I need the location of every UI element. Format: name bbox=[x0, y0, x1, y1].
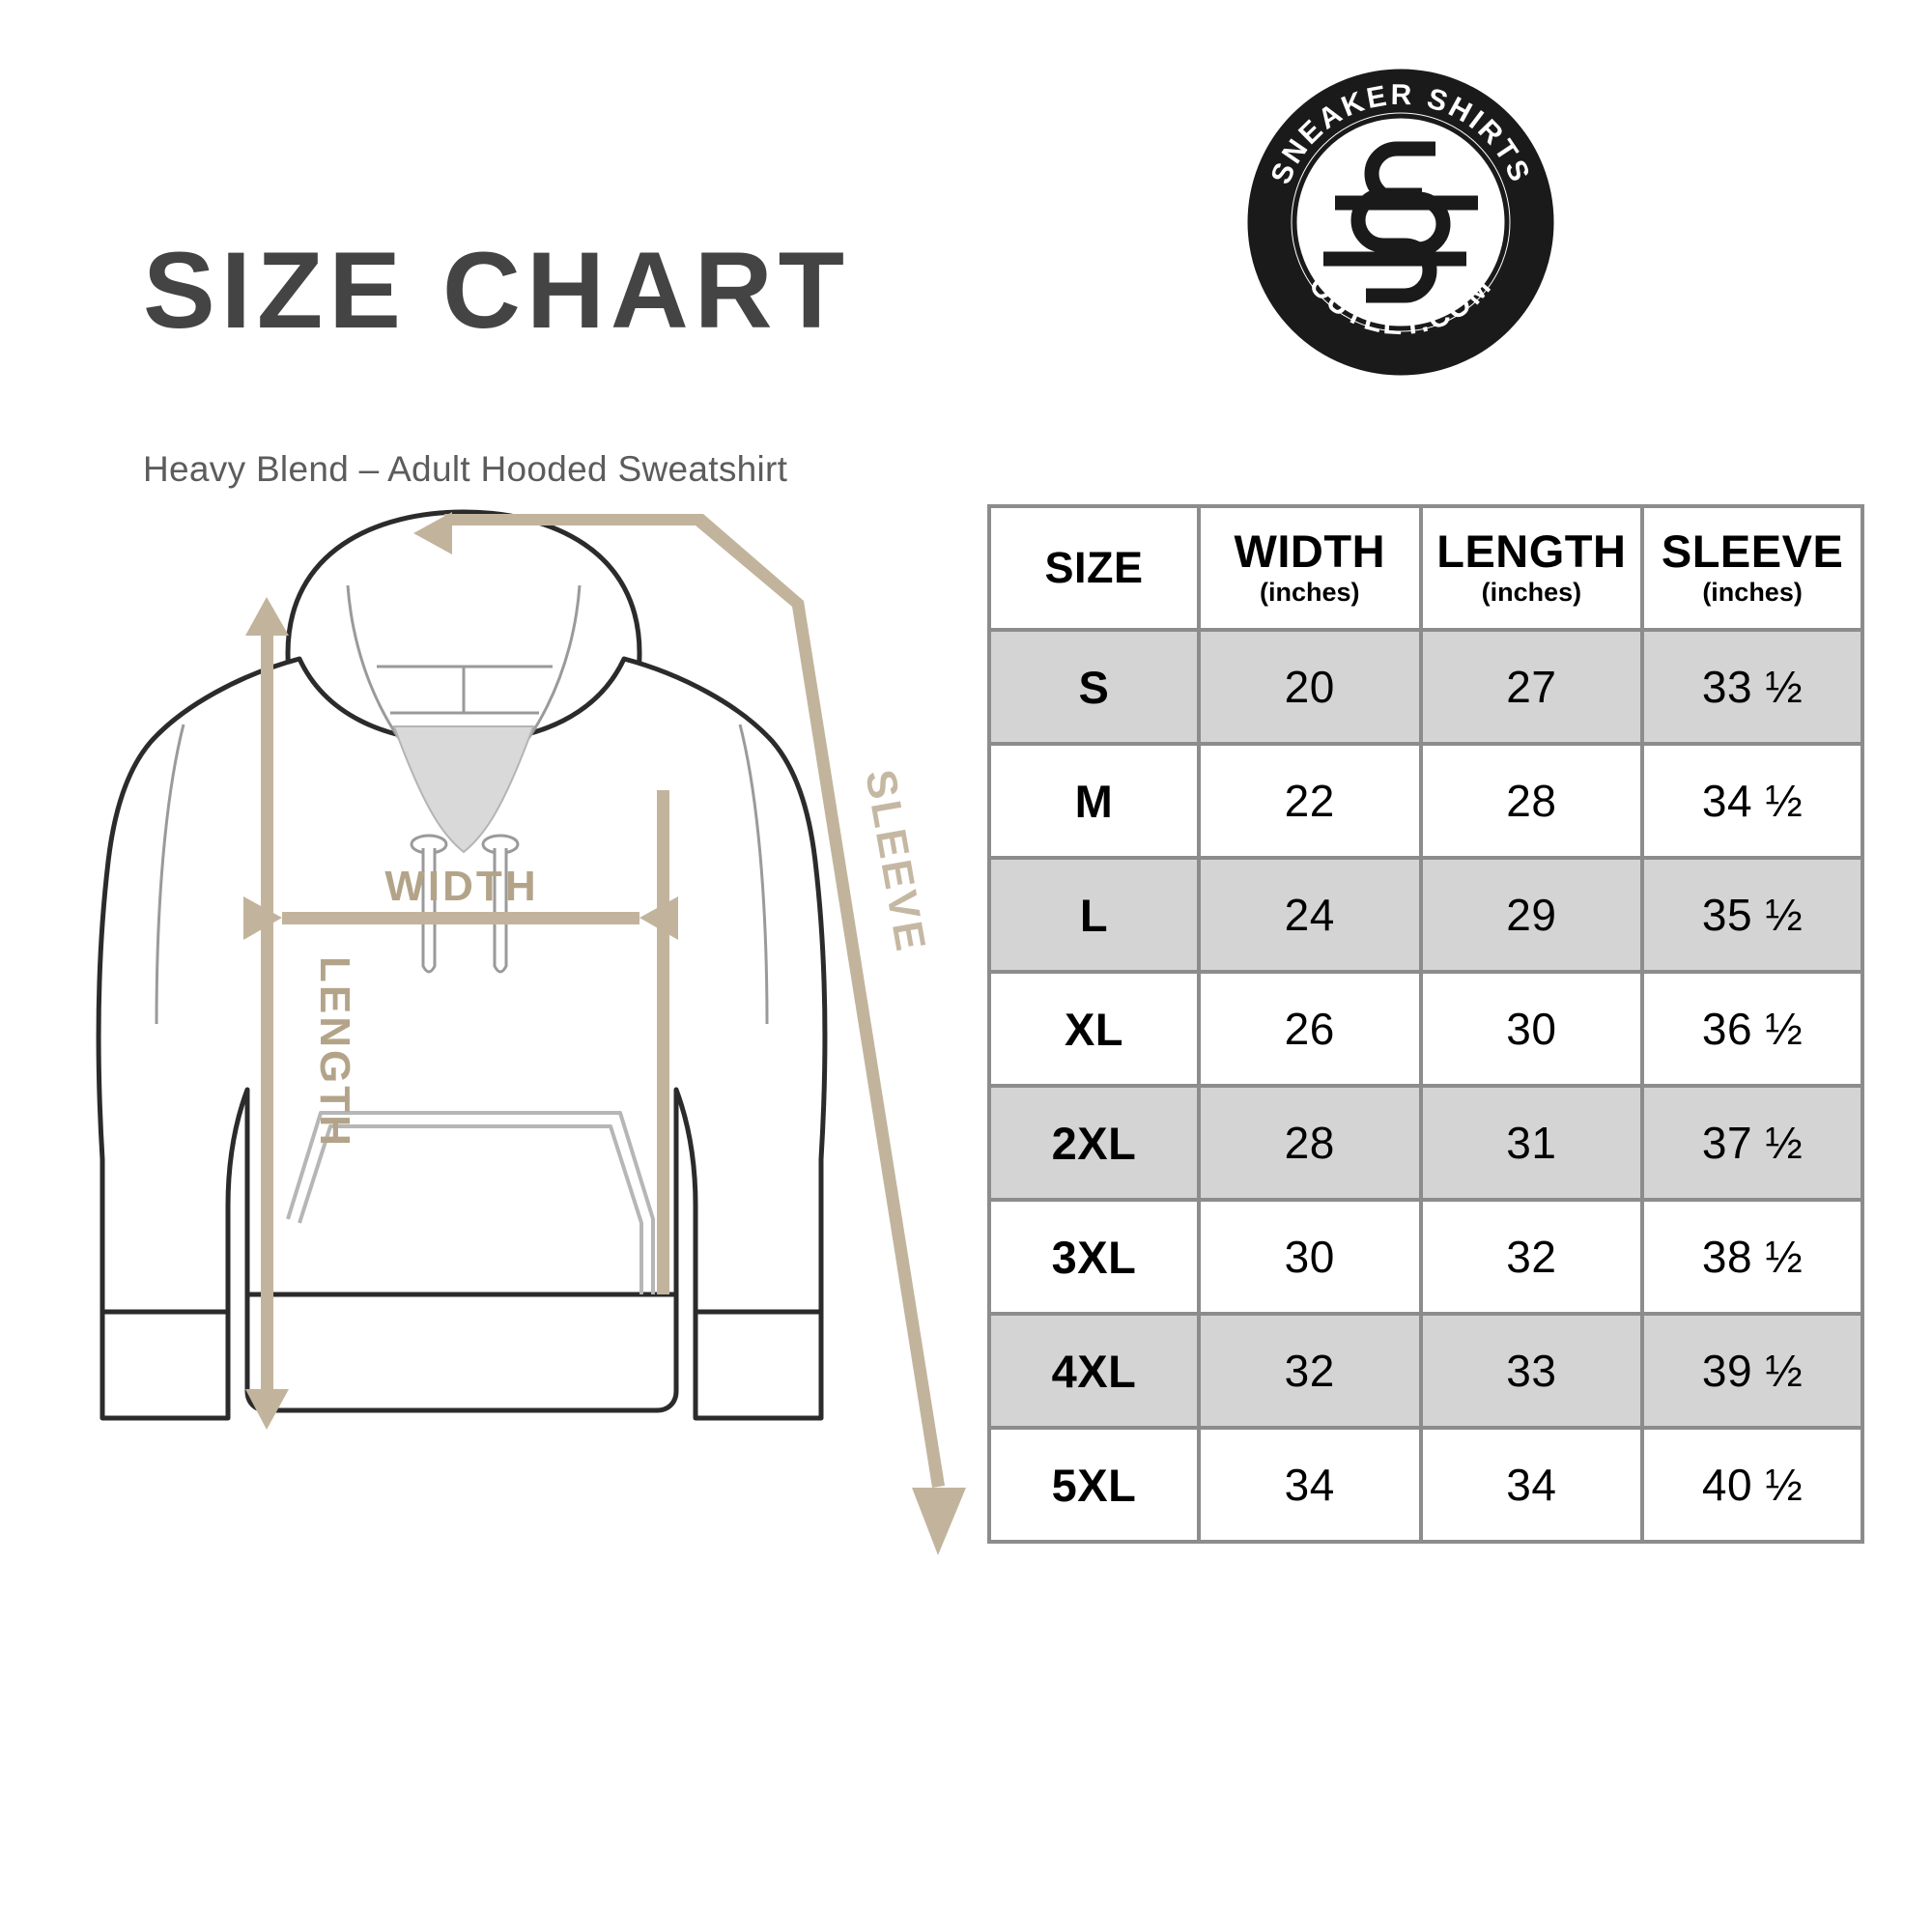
column-header-width-unit: (inches) bbox=[1259, 577, 1360, 607]
cell-sleeve: 37 ½ bbox=[1640, 1084, 1864, 1202]
column-header-width-label: WIDTH bbox=[1234, 525, 1386, 577]
length-arrow-head-bottom bbox=[245, 1389, 289, 1430]
column-header-sleeve-label: SLEEVE bbox=[1661, 525, 1844, 577]
sleeve-arrow-head-start bbox=[413, 512, 452, 554]
table-row: 5XL 34 34 40 ½ bbox=[987, 1426, 1864, 1544]
hoodie-hood-shade bbox=[392, 725, 535, 854]
hoodie-shoulder-seams bbox=[155, 724, 769, 1025]
hoodie-kangaroo-pocket bbox=[286, 1111, 655, 1294]
sleeve-label: SLEEVE bbox=[856, 766, 935, 956]
cell-size: XL bbox=[987, 970, 1201, 1088]
cell-size: 5XL bbox=[987, 1426, 1201, 1544]
column-header-length-label: LENGTH bbox=[1436, 525, 1627, 577]
brand-logo: SNEAKER SHIRTS OUTLET.COM bbox=[1246, 68, 1555, 377]
logo-ss-monogram bbox=[1323, 141, 1478, 303]
width-arrow-shaft bbox=[282, 912, 639, 924]
cell-length: 33 bbox=[1418, 1312, 1645, 1430]
cell-length: 28 bbox=[1418, 742, 1645, 860]
table-row: M 22 28 34 ½ bbox=[987, 742, 1864, 860]
cell-width: 20 bbox=[1196, 628, 1423, 746]
hoodie-hem-band bbox=[244, 1292, 679, 1413]
page-header: SIZE CHART bbox=[143, 237, 916, 345]
cell-width: 22 bbox=[1196, 742, 1423, 860]
cell-length: 32 bbox=[1418, 1198, 1645, 1316]
cell-width: 32 bbox=[1196, 1312, 1423, 1430]
column-header-size-label: SIZE bbox=[1044, 543, 1144, 593]
cell-sleeve: 36 ½ bbox=[1640, 970, 1864, 1088]
width-label: WIDTH bbox=[384, 863, 538, 910]
cell-length: 31 bbox=[1418, 1084, 1645, 1202]
column-header-sleeve: SLEEVE (inches) bbox=[1640, 504, 1864, 632]
length-arrow-head-top bbox=[245, 597, 289, 636]
table-row: 2XL 28 31 37 ½ bbox=[987, 1084, 1864, 1202]
hooded-sweatshirt-diagram: WIDTH LENGTH SLEEVE bbox=[58, 483, 1024, 1623]
cell-size: 4XL bbox=[987, 1312, 1201, 1430]
table-header-row: SIZE WIDTH (inches) LENGTH (inches) SLEE… bbox=[987, 504, 1864, 632]
length-label: LENGTH bbox=[311, 956, 358, 1149]
cell-width: 28 bbox=[1196, 1084, 1423, 1202]
cell-length: 34 bbox=[1418, 1426, 1645, 1544]
cell-sleeve: 35 ½ bbox=[1640, 856, 1864, 974]
cell-length: 27 bbox=[1418, 628, 1645, 746]
cell-sleeve: 33 ½ bbox=[1640, 628, 1864, 746]
sleeve-arrow-head-end bbox=[912, 1488, 966, 1555]
length-shaft-top bbox=[261, 630, 273, 949]
cell-size: L bbox=[987, 856, 1201, 974]
hoodie-drawstrings bbox=[410, 834, 520, 974]
cell-size: 2XL bbox=[987, 1084, 1201, 1202]
hoodie-left-cuff bbox=[99, 1309, 231, 1421]
size-chart-table-container: SIZE WIDTH (inches) LENGTH (inches) SLEE… bbox=[987, 504, 1864, 1544]
size-chart-table: SIZE WIDTH (inches) LENGTH (inches) SLEE… bbox=[987, 504, 1864, 1544]
cell-size: S bbox=[987, 628, 1201, 746]
column-header-length-unit: (inches) bbox=[1481, 577, 1582, 607]
column-header-length: LENGTH (inches) bbox=[1418, 504, 1645, 632]
cell-width: 34 bbox=[1196, 1426, 1423, 1544]
column-header-sleeve-unit: (inches) bbox=[1702, 577, 1803, 607]
hoodie-right-cuff bbox=[693, 1309, 824, 1421]
cell-sleeve: 40 ½ bbox=[1640, 1426, 1864, 1544]
page-subtitle: Heavy Blend – Adult Hooded Sweatshirt bbox=[143, 449, 788, 489]
table-row: 4XL 32 33 39 ½ bbox=[987, 1312, 1864, 1430]
column-header-size: SIZE bbox=[987, 504, 1201, 632]
length-arrow-shaft-lower bbox=[261, 1202, 273, 1395]
logo-band bbox=[1253, 74, 1548, 370]
table-row: L 24 29 35 ½ bbox=[987, 856, 1864, 974]
cell-size: M bbox=[987, 742, 1201, 860]
logo-inner-ring bbox=[1292, 113, 1510, 331]
table-row: XL 26 30 36 ½ bbox=[987, 970, 1864, 1088]
column-header-width: WIDTH (inches) bbox=[1196, 504, 1423, 632]
cell-length: 30 bbox=[1418, 970, 1645, 1088]
cell-sleeve: 34 ½ bbox=[1640, 742, 1864, 860]
cell-width: 30 bbox=[1196, 1198, 1423, 1316]
length-arrow-shaft-upper bbox=[261, 939, 273, 1202]
width-arrow-head-right bbox=[639, 896, 678, 940]
cell-sleeve: 38 ½ bbox=[1640, 1198, 1864, 1316]
sleeve-arrow-shaft bbox=[444, 514, 945, 1488]
cell-sleeve: 39 ½ bbox=[1640, 1312, 1864, 1430]
width-guide-right bbox=[657, 790, 669, 1294]
measurement-arrows bbox=[243, 512, 966, 1555]
cell-width: 24 bbox=[1196, 856, 1423, 974]
cell-length: 29 bbox=[1418, 856, 1645, 974]
table-row: 3XL 30 32 38 ½ bbox=[987, 1198, 1864, 1316]
cell-width: 26 bbox=[1196, 970, 1423, 1088]
cell-size: 3XL bbox=[987, 1198, 1201, 1316]
page-title: SIZE CHART bbox=[143, 230, 850, 351]
table-row: S 20 27 33 ½ bbox=[987, 628, 1864, 746]
logo-outer-ring bbox=[1247, 69, 1554, 376]
